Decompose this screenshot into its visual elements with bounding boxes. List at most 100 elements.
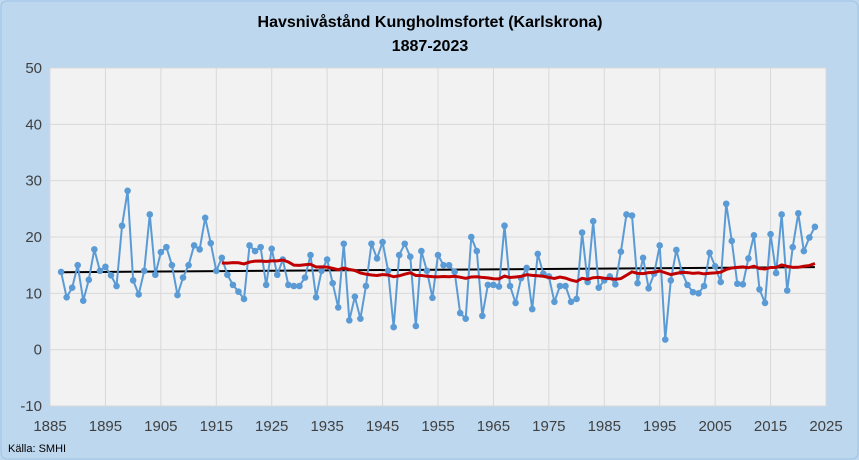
data-point: [745, 255, 752, 262]
data-point: [157, 248, 165, 256]
data-point: [79, 297, 87, 304]
data-point: [628, 212, 636, 219]
y-tick-label: 0: [34, 342, 42, 359]
data-point: [595, 284, 603, 292]
y-tick-label: -10: [20, 398, 42, 415]
x-tick-label: 1885: [33, 418, 66, 435]
data-point: [750, 232, 758, 239]
data-point: [501, 222, 508, 230]
chart-title: Havsnivåstånd Kungholmsfortet (Karlskron…: [258, 13, 603, 31]
data-point: [794, 210, 802, 217]
data-point: [102, 263, 109, 271]
data-point: [551, 298, 558, 306]
data-point: [190, 242, 198, 249]
data-point: [617, 248, 625, 255]
x-tick-label: 1985: [588, 418, 621, 435]
data-point: [68, 284, 76, 292]
data-point: [91, 246, 98, 253]
data-point: [168, 261, 176, 269]
data-point: [612, 281, 619, 288]
data-point: [152, 271, 159, 279]
source-label: Källa: SMHI: [8, 443, 66, 455]
data-point: [351, 293, 359, 301]
data-point: [528, 305, 536, 313]
data-point: [224, 271, 231, 279]
data-point: [429, 294, 436, 302]
data-point: [473, 247, 481, 255]
data-point: [434, 251, 442, 259]
data-point: [789, 243, 797, 251]
x-tick-label: 1945: [366, 418, 399, 435]
data-point: [262, 281, 270, 289]
data-point: [307, 251, 314, 259]
data-point: [63, 293, 70, 301]
data-point: [207, 239, 215, 247]
data-point: [395, 251, 403, 259]
data-point: [235, 288, 242, 295]
data-point: [257, 243, 264, 251]
data-point: [362, 282, 370, 290]
data-point: [423, 267, 431, 275]
data-point: [445, 261, 453, 269]
data-point: [179, 274, 187, 281]
data-point: [645, 284, 652, 292]
data-point: [318, 267, 325, 275]
y-tick-label: 20: [25, 229, 42, 246]
data-point: [495, 283, 503, 290]
data-point: [562, 282, 569, 290]
data-point: [390, 323, 397, 331]
data-point: [174, 291, 181, 299]
data-point: [684, 281, 691, 289]
data-point: [512, 299, 519, 307]
data-point: [273, 271, 281, 279]
data-point: [384, 267, 392, 275]
x-tick-label: 2025: [809, 418, 842, 435]
data-point: [800, 247, 808, 255]
data-point: [334, 304, 342, 311]
x-tick-label: 1935: [310, 418, 343, 435]
data-point: [357, 315, 364, 322]
data-point: [246, 242, 253, 249]
data-point: [212, 267, 220, 275]
data-point: [440, 261, 447, 269]
data-point: [661, 336, 669, 343]
data-point: [451, 268, 458, 276]
data-point: [418, 247, 425, 255]
data-point: [778, 211, 785, 218]
data-point: [323, 256, 331, 263]
data-point: [107, 272, 115, 279]
x-tick-label: 1975: [532, 418, 565, 435]
data-point: [806, 234, 813, 241]
data-point: [74, 261, 82, 269]
data-point: [656, 242, 664, 249]
x-tick-label: 1915: [200, 418, 233, 435]
data-point: [96, 267, 104, 275]
data-point: [711, 262, 719, 270]
data-point: [85, 276, 93, 284]
data-point: [573, 295, 580, 303]
data-point: [728, 237, 736, 245]
data-point: [229, 281, 237, 289]
y-tick-label: 10: [25, 285, 42, 302]
x-tick-label: 1955: [421, 418, 454, 435]
data-point: [484, 281, 492, 289]
data-point: [124, 187, 131, 195]
data-point: [490, 281, 497, 289]
data-point: [523, 264, 530, 272]
data-point: [285, 281, 292, 289]
data-point: [534, 250, 542, 258]
data-point: [634, 279, 641, 287]
x-tick-label: 1925: [255, 418, 288, 435]
data-point: [673, 246, 680, 254]
data-point: [689, 288, 697, 296]
data-point: [301, 274, 309, 281]
data-point: [556, 282, 564, 290]
data-point: [783, 287, 791, 294]
data-point: [734, 280, 741, 288]
data-point: [118, 222, 126, 230]
data-point: [479, 312, 486, 320]
data-point: [406, 253, 414, 261]
data-point: [506, 282, 514, 290]
data-point: [373, 255, 381, 262]
